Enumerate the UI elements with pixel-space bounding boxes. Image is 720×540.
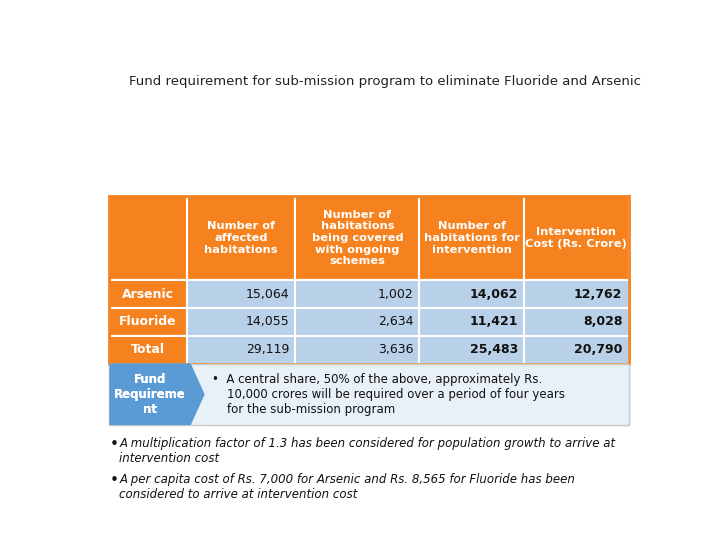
Bar: [109, 195, 629, 363]
Bar: [419, 336, 524, 363]
Bar: [419, 308, 524, 336]
Text: Total: Total: [131, 343, 165, 356]
Text: A per capita cost of Rs. 7,000 for Arsenic and Rs. 8,565 for Fluoride has been
c: A per capita cost of Rs. 7,000 for Arsen…: [120, 473, 575, 501]
Text: 12,762: 12,762: [574, 288, 622, 301]
Bar: [524, 280, 629, 308]
Text: 8,028: 8,028: [583, 315, 622, 328]
Text: 14,055: 14,055: [246, 315, 289, 328]
Text: Number of
habitations
being covered
with ongoing
schemes: Number of habitations being covered with…: [312, 210, 403, 266]
Bar: [419, 280, 524, 308]
Text: 11,421: 11,421: [469, 315, 518, 328]
Text: Number of
habitations for
intervention: Number of habitations for intervention: [423, 221, 520, 255]
Text: A multiplication factor of 1.3 has been considered for population growth to arri: A multiplication factor of 1.3 has been …: [120, 437, 616, 465]
Text: 20,790: 20,790: [574, 343, 622, 356]
Bar: [109, 308, 187, 336]
Text: Fluoride: Fluoride: [120, 315, 177, 328]
Text: Fund
Requireme
nt: Fund Requireme nt: [114, 373, 186, 416]
Bar: [187, 280, 295, 308]
Bar: [204, 363, 629, 425]
Text: Fund
Requireme
nt: Fund Requireme nt: [114, 373, 186, 416]
Text: Number of
affected
habitations: Number of affected habitations: [204, 221, 278, 255]
Bar: [295, 336, 419, 363]
Polygon shape: [109, 363, 204, 425]
Bar: [109, 336, 187, 363]
Bar: [187, 336, 295, 363]
Text: Fund requirement for sub-mission program to eliminate Fluoride and Arsenic: Fund requirement for sub-mission program…: [129, 75, 641, 88]
Bar: [109, 363, 629, 425]
Text: •: •: [109, 437, 118, 453]
Bar: [295, 280, 419, 308]
Polygon shape: [109, 363, 204, 425]
Text: 3,636: 3,636: [378, 343, 413, 356]
Text: •: •: [109, 473, 118, 488]
Bar: [524, 336, 629, 363]
Bar: [419, 195, 524, 280]
Bar: [295, 308, 419, 336]
Bar: [187, 195, 295, 280]
Text: 2,634: 2,634: [378, 315, 413, 328]
Bar: [187, 308, 295, 336]
Bar: [524, 308, 629, 336]
Text: 15,064: 15,064: [246, 288, 289, 301]
Text: 14,062: 14,062: [469, 288, 518, 301]
Text: •  A central share, 50% of the above, approximately Rs.
    10,000 crores will b: • A central share, 50% of the above, app…: [212, 373, 565, 416]
Bar: [109, 280, 187, 308]
Text: 29,119: 29,119: [246, 343, 289, 356]
Text: 25,483: 25,483: [469, 343, 518, 356]
Text: Intervention
Cost (Rs. Crore): Intervention Cost (Rs. Crore): [526, 227, 627, 249]
Text: Arsenic: Arsenic: [122, 288, 174, 301]
Bar: [109, 195, 187, 280]
Text: 1,002: 1,002: [377, 288, 413, 301]
Bar: [524, 195, 629, 280]
Bar: [295, 195, 419, 280]
